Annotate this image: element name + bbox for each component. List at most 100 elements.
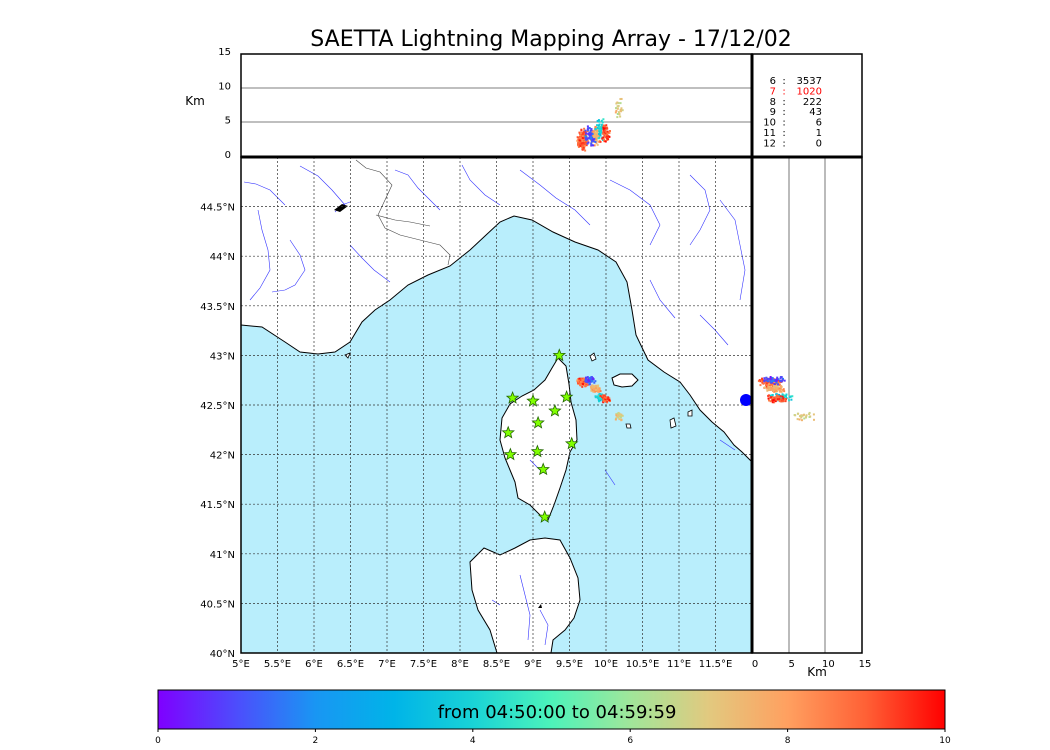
side-point [768,388,771,391]
side-point [772,386,775,389]
altitude-point [590,140,593,143]
altitude-point [594,125,597,128]
colorbar-label: from 04:50:00 to 04:59:59 [438,702,677,723]
altitude-point [576,139,579,142]
altitude-point [591,137,594,140]
altitude-point [591,131,594,134]
altitude-tick-label: 15 [218,47,231,58]
side-point [798,415,801,418]
side-point [779,377,782,380]
altitude-point [589,131,592,134]
colorbar-tick-label: 4 [470,736,476,746]
blue-marker [740,394,752,406]
lake [538,604,542,608]
station-count-stations: 12 [763,138,776,149]
lon-tick-label: 7°E [378,659,396,670]
side-point [800,416,803,419]
lon-tick-label: 10°E [594,659,618,670]
altitude-point [589,133,592,136]
side-point [791,395,794,398]
lightning-point [588,380,591,383]
side-point [808,416,811,419]
lightning-point [597,387,600,390]
altitude-point [603,124,606,127]
altitude-point [597,127,600,130]
altitude-point [606,135,609,138]
altitude-point [578,131,581,134]
lightning-point [579,383,582,386]
altitude-point [620,109,623,112]
lat-tick-label: 42°N [210,451,235,462]
side-point [765,382,768,385]
altitude-point [615,107,618,110]
lat-tick-label: 40.5°N [200,599,235,610]
lightning-point [594,384,597,387]
side-point [765,385,768,388]
side-point [796,418,799,421]
altitude-point [586,125,589,128]
altitude-point [590,142,593,145]
altitude-point [582,138,585,141]
altitude-point [587,132,590,135]
lon-tick-label: 8.5°E [483,659,510,670]
altitude-point [607,135,610,138]
lightning-point [588,377,591,380]
lightning-point [616,414,619,417]
altitude-point [581,139,584,142]
lightning-point [615,414,618,417]
side-point [784,400,787,403]
side-point [774,384,777,387]
lightning-point [589,385,592,388]
side-point [778,387,781,390]
altitude-point [608,135,611,138]
altitude-point [593,130,596,133]
lon-tick-label: 9.5°E [556,659,583,670]
station-star [530,444,545,458]
lightning-point [599,390,602,393]
side-point [775,380,778,383]
altitude-point [593,144,596,147]
altitude-point [589,137,592,140]
corsica-island [499,357,578,521]
altitude-point [604,140,607,143]
side-point [775,387,778,390]
lightning-point [594,380,597,383]
altitude-point [598,120,601,123]
station-count-colon: : [782,76,785,87]
lightning-point [616,415,619,418]
altitude-point [582,146,585,149]
side-point [766,377,769,380]
side-point [808,411,811,414]
altitude-point [582,136,585,139]
side-point [781,395,784,398]
altitude-panel: Km 0 5 10 15 [185,47,753,161]
map-panel: 5°E 5.5°E 6°E 6.5°E 7°E 7.5°E 8°E 8.5°E 9°E 9.5°E… [200,156,753,670]
altitude-point [593,138,596,141]
station-count-value: 0 [816,138,822,149]
lightning-point [582,380,585,383]
side-point [808,413,811,416]
altitude-point [614,111,617,114]
small-islet [687,409,693,417]
side-point [773,388,776,391]
altitude-point [597,119,600,122]
altitude-point [616,101,619,104]
side-point [804,416,807,419]
altitude-point [602,136,605,139]
lightning-point [615,413,618,416]
altitude-point [584,132,587,135]
lightning-point [617,416,620,419]
station-markers [501,348,579,523]
altitude-tick-label: 10 [218,81,231,92]
lightning-point [587,379,590,382]
lightning-point [591,380,594,383]
side-point [776,398,779,401]
altitude-point [584,135,587,138]
altitude-point [595,133,598,136]
side-point [774,379,777,382]
altitude-point [580,144,583,147]
side-point [777,387,780,390]
lightning-point [590,376,593,379]
map-grid [241,157,752,653]
